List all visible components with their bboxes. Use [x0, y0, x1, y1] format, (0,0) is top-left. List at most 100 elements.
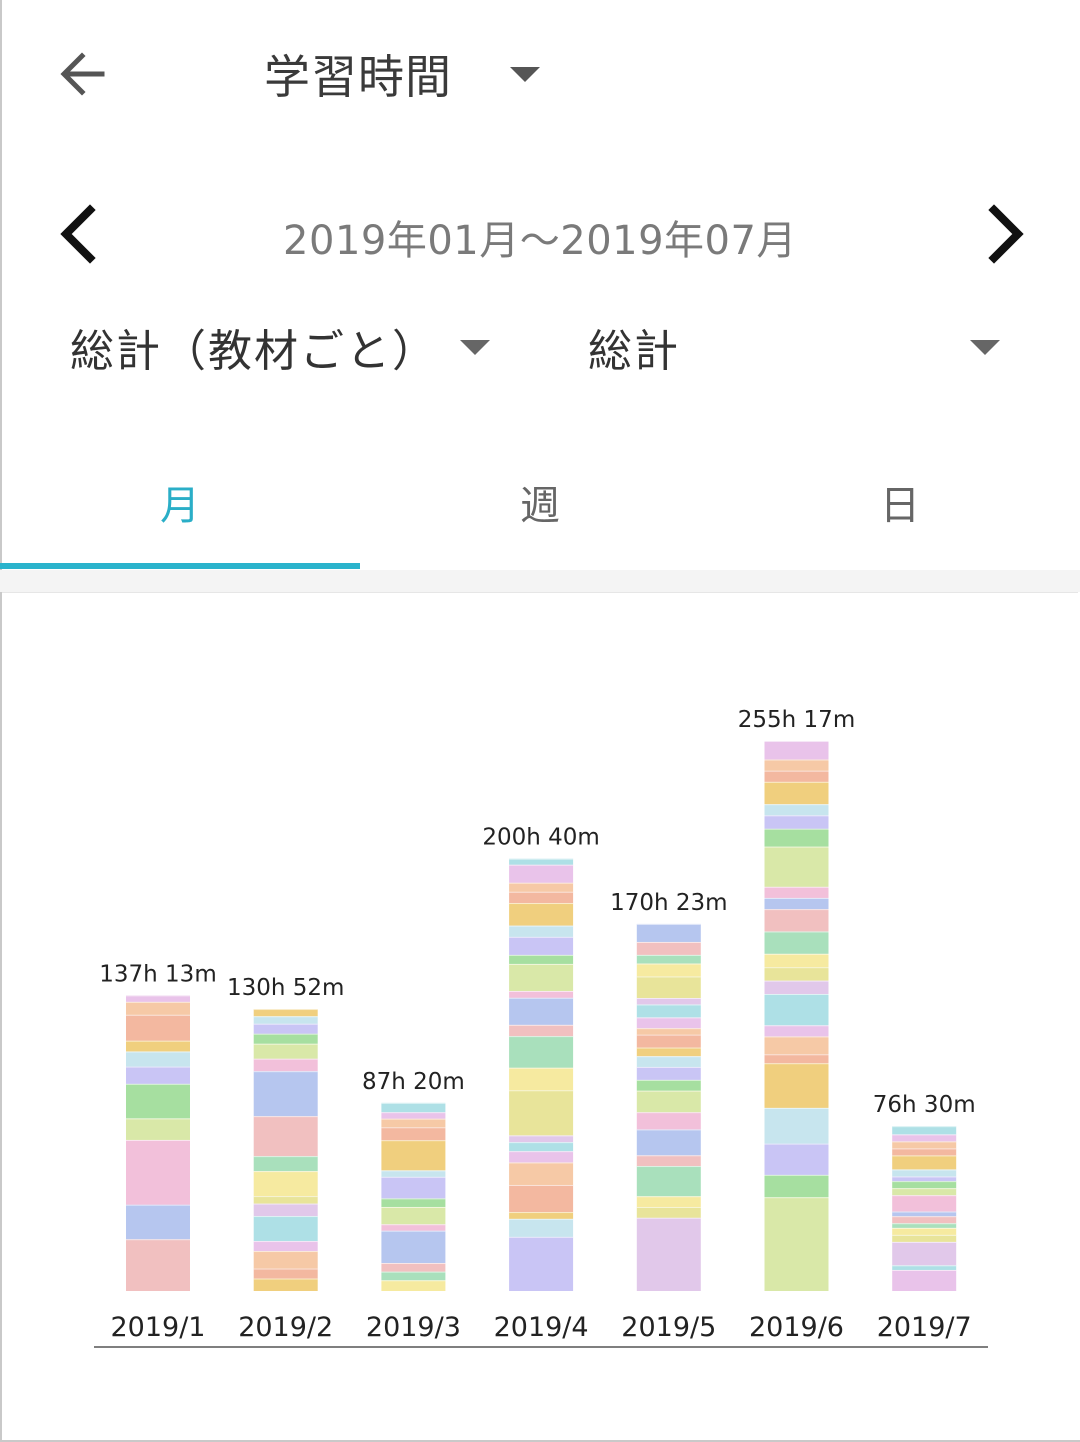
bar-segment-divider	[253, 1251, 318, 1253]
bar-segment-divider	[509, 1024, 574, 1026]
bar-segment-divider	[509, 963, 574, 965]
bar-segment-divider	[253, 1196, 318, 1198]
bar-segment-divider	[509, 903, 574, 905]
bar-segment-divider	[892, 1155, 957, 1157]
chevron-left-icon	[60, 204, 96, 264]
bar-segment	[764, 931, 829, 954]
bar-segment	[381, 1206, 446, 1225]
bar-segment-divider	[126, 1139, 190, 1141]
bar-segment-divider	[509, 1184, 574, 1186]
bar-segment-divider	[509, 936, 574, 938]
bar-segment-divider	[764, 953, 829, 955]
bar-segment	[509, 1090, 574, 1136]
bar-segment	[253, 1196, 318, 1204]
back-button[interactable]	[52, 40, 120, 108]
bar-segment	[381, 1118, 446, 1128]
bar-segment	[764, 781, 829, 805]
bar-segment-divider	[892, 1223, 957, 1225]
bar-segment	[509, 1162, 574, 1185]
bar-segment	[381, 1176, 446, 1199]
bar-segment	[509, 1024, 574, 1037]
scope-select[interactable]: 総計	[588, 312, 1000, 382]
bar-segment	[892, 1269, 957, 1291]
tab-day[interactable]: 日	[880, 483, 920, 529]
bar-segment	[764, 980, 829, 994]
bar-segment	[892, 1227, 957, 1235]
bar-segment-divider	[764, 741, 829, 742]
bar-segment	[381, 1140, 446, 1171]
bar-segment-divider	[253, 1156, 318, 1158]
bar-segment-divider	[126, 1014, 190, 1016]
bar-segment	[636, 941, 701, 955]
bar-segment-divider	[509, 864, 574, 866]
bar-segment	[636, 1028, 701, 1035]
tab-month[interactable]: 月	[160, 483, 200, 529]
bar-segment-divider	[764, 1054, 829, 1056]
group-by-value: 総計（教材ごと）	[70, 326, 438, 377]
bar-segment-divider	[636, 976, 701, 978]
bar-segment-divider	[636, 954, 701, 956]
bar-segment-divider	[764, 781, 829, 783]
bar-segment	[381, 1262, 446, 1272]
bar-segment	[509, 925, 574, 937]
bar-segment-divider	[253, 1216, 318, 1218]
bar-segment-divider	[126, 1204, 190, 1206]
bar-segment	[253, 1241, 318, 1252]
bar-segment-divider	[381, 1176, 446, 1178]
bar-segment	[253, 1033, 318, 1044]
caret-down-icon	[460, 339, 490, 355]
bar-segment	[636, 1004, 701, 1018]
bar-segment-divider	[892, 1148, 957, 1150]
bar-segment-divider	[509, 882, 574, 884]
bar-segment-divider	[126, 1239, 190, 1241]
bar-segment	[381, 1127, 446, 1141]
bar-segment	[636, 1066, 701, 1080]
next-period-button[interactable]	[980, 200, 1028, 268]
bar-segment	[764, 1025, 829, 1037]
prev-period-button[interactable]	[56, 200, 104, 268]
bar-segment	[126, 1001, 190, 1015]
bar-segment-divider	[253, 1043, 318, 1045]
bar-segment-divider	[253, 1116, 318, 1118]
metric-select[interactable]: 学習時間	[264, 38, 540, 110]
bar-segment	[509, 1151, 574, 1163]
bar-total-label: 130h 52m	[227, 975, 344, 1001]
bar-segment-divider	[381, 1140, 446, 1142]
bar-segment	[764, 1054, 829, 1064]
bar-segment-divider	[253, 1016, 318, 1018]
bar-segment-divider	[509, 891, 574, 893]
bar-segment	[126, 1118, 190, 1140]
bar-segment-divider	[381, 1112, 446, 1114]
bar-segment	[126, 1051, 190, 1067]
bar-segment-divider	[509, 1036, 574, 1038]
bar-segment-divider	[764, 909, 829, 911]
bar-segment-divider	[636, 1056, 701, 1058]
left-border	[0, 0, 2, 1442]
bar-segment-divider	[636, 1017, 701, 1019]
bar-segment	[509, 1067, 574, 1091]
tab-week[interactable]: 週	[520, 483, 560, 529]
bar-segment	[636, 1129, 701, 1156]
x-tick-label: 2019/5	[621, 1312, 716, 1343]
group-by-select[interactable]: 総計（教材ごと）	[70, 312, 490, 382]
bar-segment	[636, 1090, 701, 1113]
bar-segment	[126, 1040, 190, 1052]
bar-segment	[636, 1017, 701, 1029]
bar-segment-divider	[892, 1134, 957, 1136]
bar-segment-divider	[253, 1203, 318, 1205]
bar-segment	[892, 1181, 957, 1189]
bar-segment	[509, 1236, 574, 1291]
bar-segment-divider	[126, 1051, 190, 1053]
bottom-border	[0, 1440, 1080, 1442]
bar-segment	[381, 1102, 446, 1113]
bar-segment-divider	[764, 993, 829, 995]
bar-segment	[381, 1170, 446, 1177]
bar-segment-divider	[764, 1063, 829, 1065]
bar-segment	[892, 1169, 957, 1177]
bar-segment-divider	[892, 1241, 957, 1243]
bar-segment	[636, 1034, 701, 1048]
bar-segment-divider	[126, 1083, 190, 1085]
bar-segment	[253, 1171, 318, 1197]
bar-segment-divider	[636, 941, 701, 943]
page-title: 学習時間	[264, 50, 452, 104]
